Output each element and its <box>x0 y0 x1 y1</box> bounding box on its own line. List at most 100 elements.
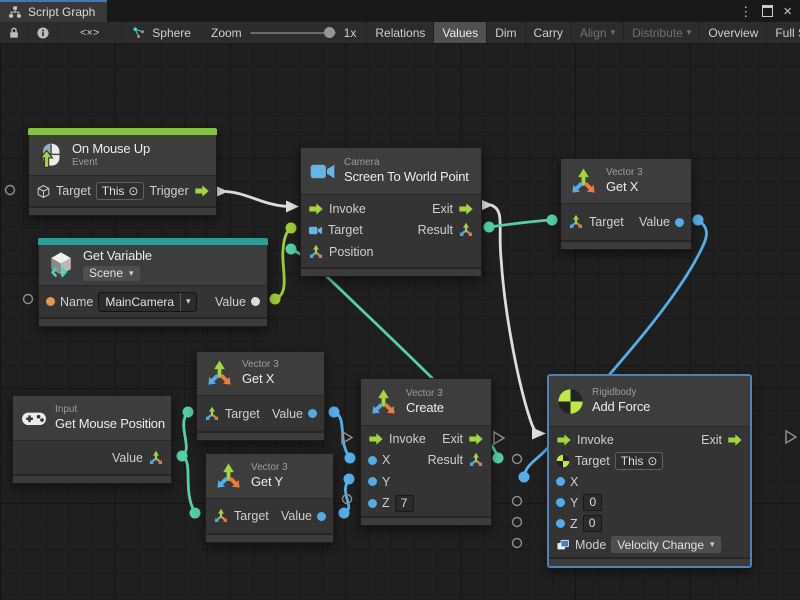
vector3-port-icon[interactable] <box>213 508 229 524</box>
string-port[interactable] <box>46 297 55 306</box>
variables-button[interactable]: <×> <box>58 22 123 43</box>
close-icon[interactable]: × <box>783 2 792 20</box>
port-label-z: Z <box>382 496 390 511</box>
target-self-pill[interactable]: This ⊙ <box>95 182 145 200</box>
object-picker-icon[interactable]: ⊙ <box>128 184 139 198</box>
toolbar-button-overview[interactable]: Overview <box>699 22 766 43</box>
toolbar-button-relations[interactable]: Relations <box>366 22 433 43</box>
zoom-slider[interactable] <box>249 26 336 38</box>
port-row: X <box>549 471 750 492</box>
node-category: Vector 3 <box>251 461 288 473</box>
port-row: Z 7 <box>361 493 491 515</box>
node-category: Vector 3 <box>406 387 443 399</box>
lock-button[interactable] <box>0 22 29 43</box>
node-header: Vector 3 Get X <box>561 159 691 204</box>
variable-name-dropdown[interactable]: MainCamera ▾ <box>98 291 197 312</box>
flow-port-icon[interactable] <box>468 431 484 447</box>
port-label-value: Value <box>280 509 312 523</box>
chevron-down-icon: ▾ <box>686 27 692 37</box>
vector3-port-icon[interactable] <box>568 214 584 230</box>
more-menu-icon[interactable]: ⋮ <box>739 3 753 19</box>
float-in-port[interactable] <box>368 498 377 508</box>
port-row: Y 0 <box>549 492 750 513</box>
flow-port-icon[interactable] <box>368 431 384 447</box>
object-picker-icon[interactable]: ⊙ <box>647 453 658 468</box>
toolbar-button-values[interactable]: Values <box>433 22 487 43</box>
port-label-y: Y <box>382 474 391 489</box>
y-value-input[interactable]: 0 <box>583 494 603 511</box>
node-get-variable[interactable]: Get Variable Scene ▾ Name MainCamera ▾ V… <box>38 238 268 327</box>
vector3-port-icon[interactable] <box>458 222 474 238</box>
toolbar-button-distribute[interactable]: Distribute ▾ <box>623 22 699 43</box>
port-label-trigger: Trigger <box>149 184 189 198</box>
input-gamepad-icon <box>21 405 47 431</box>
maximize-icon[interactable] <box>762 5 774 17</box>
node-vector3-get-y[interactable]: Vector 3 Get Y Target Value <box>205 453 334 543</box>
float-out-port[interactable] <box>308 409 317 418</box>
z-value-input[interactable]: 0 <box>582 515 602 532</box>
port-label-value: Value <box>271 406 303 421</box>
node-on-mouse-up[interactable]: On Mouse Up Event Target This ⊙ Trigger <box>28 128 217 216</box>
float-in-port[interactable] <box>556 519 565 528</box>
vector3-port-icon[interactable] <box>204 406 220 422</box>
vector3-icon <box>205 359 234 388</box>
node-screen-to-world-point[interactable]: Camera Screen To World Point Invoke Exit… <box>300 147 482 277</box>
flow-port-icon[interactable] <box>194 183 210 199</box>
variable-accent-bar <box>38 238 268 245</box>
enum-port-icon[interactable] <box>556 538 570 552</box>
node-title: Get Variable <box>83 247 152 263</box>
camera-port-icon[interactable] <box>308 223 323 238</box>
breadcrumb[interactable]: Sphere <box>122 22 201 43</box>
tab-script-graph[interactable]: Script Graph <box>0 0 108 22</box>
flow-port-icon[interactable] <box>727 432 743 448</box>
float-out-port[interactable] <box>317 511 326 521</box>
variable-scope-dropdown[interactable]: Scene ▾ <box>83 265 140 281</box>
chevron-down-icon: ▾ <box>710 539 715 549</box>
node-category: Input <box>55 403 78 415</box>
vector3-port-icon[interactable] <box>308 244 324 260</box>
node-vector3-get-x-mid[interactable]: Vector 3 Get X Target Value <box>196 351 325 441</box>
port-label-y: Y <box>570 495 579 510</box>
node-title: Get Y <box>251 473 284 489</box>
port-row: Position <box>301 241 481 263</box>
vector3-port-icon[interactable] <box>468 452 484 468</box>
port-label-target: Target <box>589 215 624 229</box>
node-title: Create <box>406 399 444 415</box>
target-self-pill[interactable]: This ⊙ <box>614 451 664 470</box>
chevron-down-icon: ▾ <box>129 267 134 278</box>
toolbar-button-carry[interactable]: Carry <box>524 22 571 43</box>
flow-port-icon[interactable] <box>556 432 572 448</box>
node-get-mouse-position[interactable]: Input Get Mouse Position Value <box>12 395 172 484</box>
toolbar-button-dim[interactable]: Dim <box>486 22 524 43</box>
port-label-value: Value <box>638 215 670 229</box>
tab-title: Script Graph <box>28 5 96 19</box>
vector3-port-icon[interactable] <box>148 450 164 466</box>
info-button[interactable] <box>29 22 58 43</box>
zoom-slider-handle[interactable] <box>323 26 335 38</box>
port-label-name: Name <box>60 294 94 309</box>
z-value-input[interactable]: 7 <box>394 494 414 512</box>
float-in-port[interactable] <box>368 455 377 465</box>
node-footer <box>39 317 267 326</box>
float-out-port[interactable] <box>675 217 684 227</box>
toolbar-button-fullscreen[interactable]: Full Screen <box>766 22 800 43</box>
float-in-port[interactable] <box>556 477 565 486</box>
force-mode-dropdown[interactable]: Velocity Change ▾ <box>611 536 721 553</box>
node-header: Input Get Mouse Position <box>13 396 171 441</box>
node-vector3-get-x-top[interactable]: Vector 3 Get X Target Value <box>560 158 692 250</box>
value-out-port[interactable] <box>251 297 260 306</box>
toolbar-button-align[interactable]: Align ▾ <box>570 22 623 43</box>
flow-port-icon[interactable] <box>308 201 324 217</box>
float-in-port[interactable] <box>368 477 377 487</box>
flow-port-icon[interactable] <box>458 201 474 217</box>
chevron-down-icon: ▾ <box>610 27 616 37</box>
rigidbody-port-icon[interactable] <box>556 454 570 468</box>
port-label-target: Target <box>225 406 260 421</box>
node-add-force[interactable]: Rigidbody Add Force Invoke Exit Target T… <box>548 375 751 567</box>
node-vector3-create[interactable]: Vector 3 Create Invoke Exit X Result <box>360 378 492 526</box>
float-in-port[interactable] <box>556 498 565 507</box>
port-row: Invoke Exit <box>361 428 491 450</box>
port-label-exit: Exit <box>432 201 453 216</box>
graph-toolbar: <×> Sphere Zoom 1x Relations Values Dim … <box>0 22 800 44</box>
